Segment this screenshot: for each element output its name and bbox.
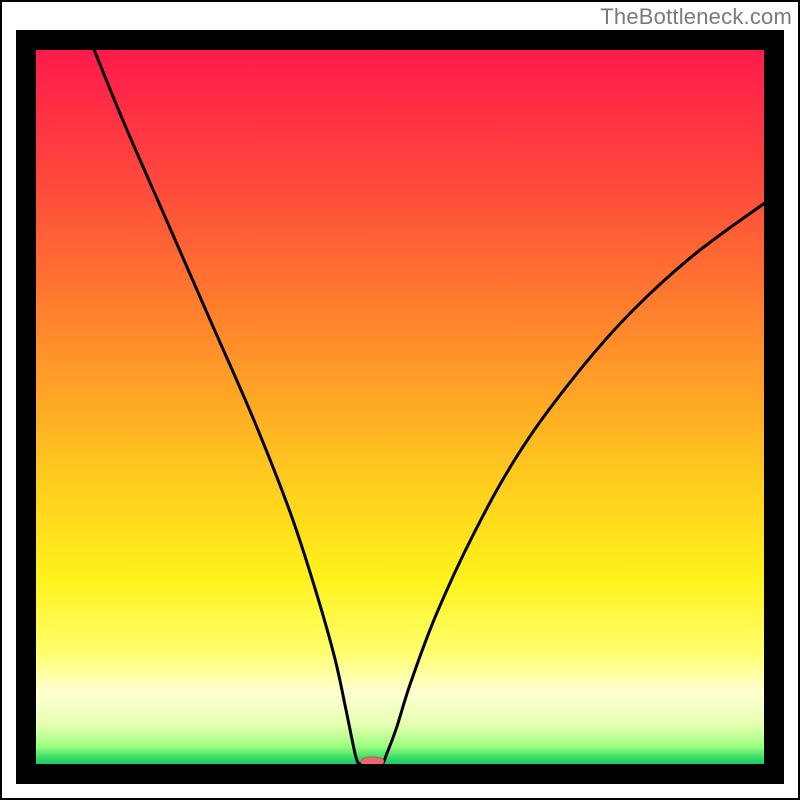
chart-container: TheBottleneck.com bbox=[0, 0, 800, 800]
gradient-background bbox=[36, 50, 764, 764]
watermark-text: TheBottleneck.com bbox=[600, 4, 792, 30]
bottleneck-chart bbox=[0, 0, 800, 800]
